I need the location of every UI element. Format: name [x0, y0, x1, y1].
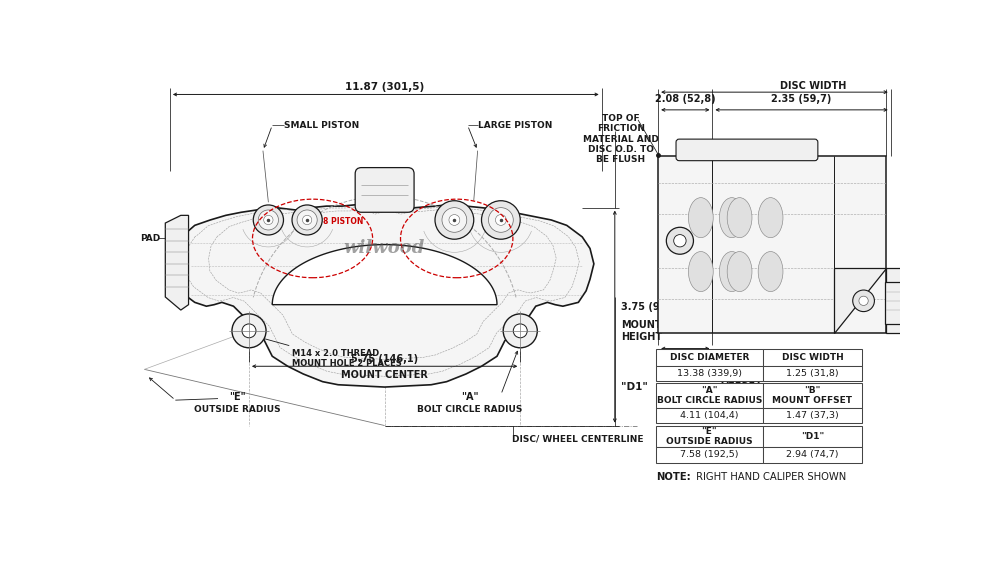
Circle shape — [302, 215, 312, 225]
Text: 8 PISTON: 8 PISTON — [323, 217, 364, 226]
Circle shape — [242, 324, 256, 338]
Ellipse shape — [719, 251, 744, 291]
Bar — [763, 349, 862, 365]
Text: MOUNT CENTER: MOUNT CENTER — [341, 370, 428, 380]
Polygon shape — [834, 267, 908, 333]
Text: 11.87 (301,5): 11.87 (301,5) — [345, 82, 424, 92]
Text: "A": "A" — [461, 393, 479, 402]
Text: DISC WIDTH: DISC WIDTH — [780, 81, 846, 92]
Bar — [656, 365, 763, 381]
Text: M14 x 2.0 THREAD
MOUNT HOLE 2 PLACES: M14 x 2.0 THREAD MOUNT HOLE 2 PLACES — [292, 349, 401, 368]
Text: DISC/ WHEEL CENTERLINE: DISC/ WHEEL CENTERLINE — [512, 434, 644, 443]
Ellipse shape — [688, 197, 713, 238]
Text: 7.58 (192,5): 7.58 (192,5) — [680, 450, 739, 459]
Ellipse shape — [719, 197, 744, 238]
Bar — [763, 408, 862, 423]
Ellipse shape — [727, 251, 752, 291]
Circle shape — [513, 324, 527, 338]
Circle shape — [232, 314, 266, 348]
Bar — [656, 426, 763, 447]
Circle shape — [666, 227, 693, 254]
Text: wilwood: wilwood — [344, 240, 425, 257]
Polygon shape — [170, 205, 594, 387]
Ellipse shape — [758, 197, 783, 238]
Bar — [763, 383, 862, 408]
Text: RIGHT HAND CALIPER SHOWN: RIGHT HAND CALIPER SHOWN — [693, 472, 846, 482]
Bar — [656, 349, 763, 365]
Text: 2.08 (52,8): 2.08 (52,8) — [655, 94, 716, 105]
Text: 4.11 (104,4): 4.11 (104,4) — [680, 411, 739, 420]
Circle shape — [503, 314, 537, 348]
Circle shape — [264, 215, 273, 225]
Text: 13.38 (339,9): 13.38 (339,9) — [677, 369, 742, 378]
Text: TOP OF
FRICTION
MATERIAL AND
DISC O.D. TO
BE FLUSH: TOP OF FRICTION MATERIAL AND DISC O.D. T… — [583, 114, 659, 164]
Text: 5.75 (146,1): 5.75 (146,1) — [351, 354, 418, 364]
Text: OUTSIDE RADIUS: OUTSIDE RADIUS — [194, 405, 281, 414]
Circle shape — [292, 205, 322, 235]
Circle shape — [253, 205, 283, 235]
Text: SMALL PISTON: SMALL PISTON — [284, 121, 359, 130]
Text: INLET FITTING:: INLET FITTING: — [656, 455, 740, 465]
Bar — [656, 383, 763, 408]
Ellipse shape — [688, 251, 713, 291]
Text: 2.94 (74,7): 2.94 (74,7) — [786, 450, 839, 459]
Text: DISC DIAMETER: DISC DIAMETER — [670, 353, 749, 361]
Text: DISC WIDTH: DISC WIDTH — [782, 353, 843, 361]
Circle shape — [297, 210, 317, 230]
Circle shape — [482, 201, 520, 239]
Text: MOUNT
HEIGHT: MOUNT HEIGHT — [621, 320, 662, 341]
Bar — [658, 156, 886, 333]
Ellipse shape — [727, 197, 752, 238]
Circle shape — [853, 290, 874, 312]
Circle shape — [449, 215, 460, 225]
Text: 1.25 (31,8): 1.25 (31,8) — [786, 369, 839, 378]
Circle shape — [859, 296, 868, 306]
Text: "D1": "D1" — [801, 432, 824, 441]
Circle shape — [435, 201, 474, 239]
Text: PAD: PAD — [140, 234, 161, 243]
Bar — [656, 408, 763, 423]
FancyBboxPatch shape — [355, 168, 414, 212]
Bar — [763, 426, 862, 447]
Circle shape — [442, 208, 467, 232]
Text: "B": "B" — [732, 354, 750, 365]
Circle shape — [258, 210, 278, 230]
Text: MOUNT
OFFSET: MOUNT OFFSET — [720, 368, 762, 389]
Bar — [763, 447, 862, 463]
Text: NOTE:: NOTE: — [656, 472, 691, 482]
Bar — [656, 447, 763, 463]
Text: 2.35 (59,7): 2.35 (59,7) — [771, 94, 832, 105]
Bar — [763, 365, 862, 381]
Bar — [885, 282, 909, 324]
Text: 3.75 (95,3): 3.75 (95,3) — [621, 302, 681, 312]
Text: 1/8-27 NPT: 1/8-27 NPT — [730, 455, 788, 465]
Polygon shape — [165, 215, 189, 310]
FancyBboxPatch shape — [676, 139, 818, 160]
Circle shape — [495, 215, 506, 225]
Ellipse shape — [758, 251, 783, 291]
Text: "D1": "D1" — [621, 382, 648, 392]
Text: "E": "E" — [229, 393, 246, 402]
Text: BOLT CIRCLE RADIUS: BOLT CIRCLE RADIUS — [417, 405, 523, 414]
Text: "B"
MOUNT OFFSET: "B" MOUNT OFFSET — [772, 386, 852, 405]
Circle shape — [488, 208, 513, 232]
Polygon shape — [272, 245, 497, 304]
Text: "A"
BOLT CIRCLE RADIUS: "A" BOLT CIRCLE RADIUS — [657, 386, 762, 405]
Text: "E"
OUTSIDE RADIUS: "E" OUTSIDE RADIUS — [666, 427, 753, 446]
Text: LARGE PISTON: LARGE PISTON — [478, 121, 552, 130]
Text: 1.47 (37,3): 1.47 (37,3) — [786, 411, 839, 420]
Circle shape — [674, 234, 686, 247]
